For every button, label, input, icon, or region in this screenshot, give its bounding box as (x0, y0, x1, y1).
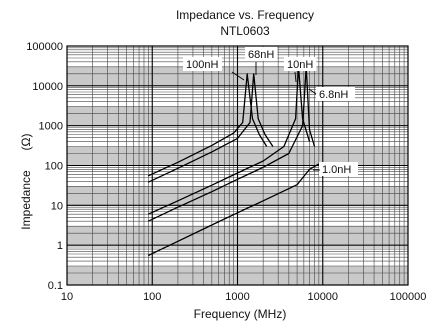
series-100nh-leader (231, 71, 245, 81)
series-1-0nh-label: 1.0nH (322, 164, 351, 176)
x-tick-label: 10 (61, 291, 73, 303)
y-tick-label: 100 (45, 161, 63, 173)
chart-title: Impedance vs. Frequency (176, 8, 314, 22)
x-tick-label: 1000 (225, 291, 249, 303)
series-6-8nh-line (148, 66, 316, 222)
plot-frame (66, 45, 409, 286)
y-tick-label: 100000 (26, 41, 63, 53)
y-axis-label: Impedance (19, 170, 33, 230)
series-68nh-label: 68nH (248, 49, 274, 61)
y-tick-label: 0.1 (48, 280, 63, 292)
series-6-8nh-label: 6.8nH (319, 89, 348, 101)
series-10nh-line (148, 66, 311, 215)
series-100nh-label: 100nH (186, 59, 218, 71)
x-axis-label: Frequency (MHz) (194, 307, 287, 321)
y-tick-label: 10000 (32, 81, 63, 93)
series-6-8nh-leader (308, 88, 317, 95)
series-1-0nh-line (148, 163, 320, 257)
y-tick-label: 1000 (39, 121, 63, 133)
x-tick-label: 10000 (307, 291, 338, 303)
series-6-8nh-label-bg (316, 87, 355, 101)
x-tick-label: 100 (143, 291, 161, 303)
chart-subtitle: NTL0603 (220, 24, 270, 38)
series-68nh-label-bg (245, 47, 278, 61)
y-tick-label: 10 (51, 200, 63, 212)
y-tick-label: 1 (57, 240, 63, 252)
series-100nh-label-bg (183, 57, 222, 71)
series-10nh-leader (294, 71, 297, 83)
series-10nh-label-bg (284, 57, 317, 71)
y-axis-unit: (Ω) (19, 134, 33, 151)
series-68nh-line (148, 73, 274, 183)
series-100nh-line (148, 73, 268, 177)
x-tick-label: 100000 (390, 291, 427, 303)
series-10nh-label: 10nH (287, 59, 313, 71)
series-1-0nh-label-bg (319, 162, 358, 176)
